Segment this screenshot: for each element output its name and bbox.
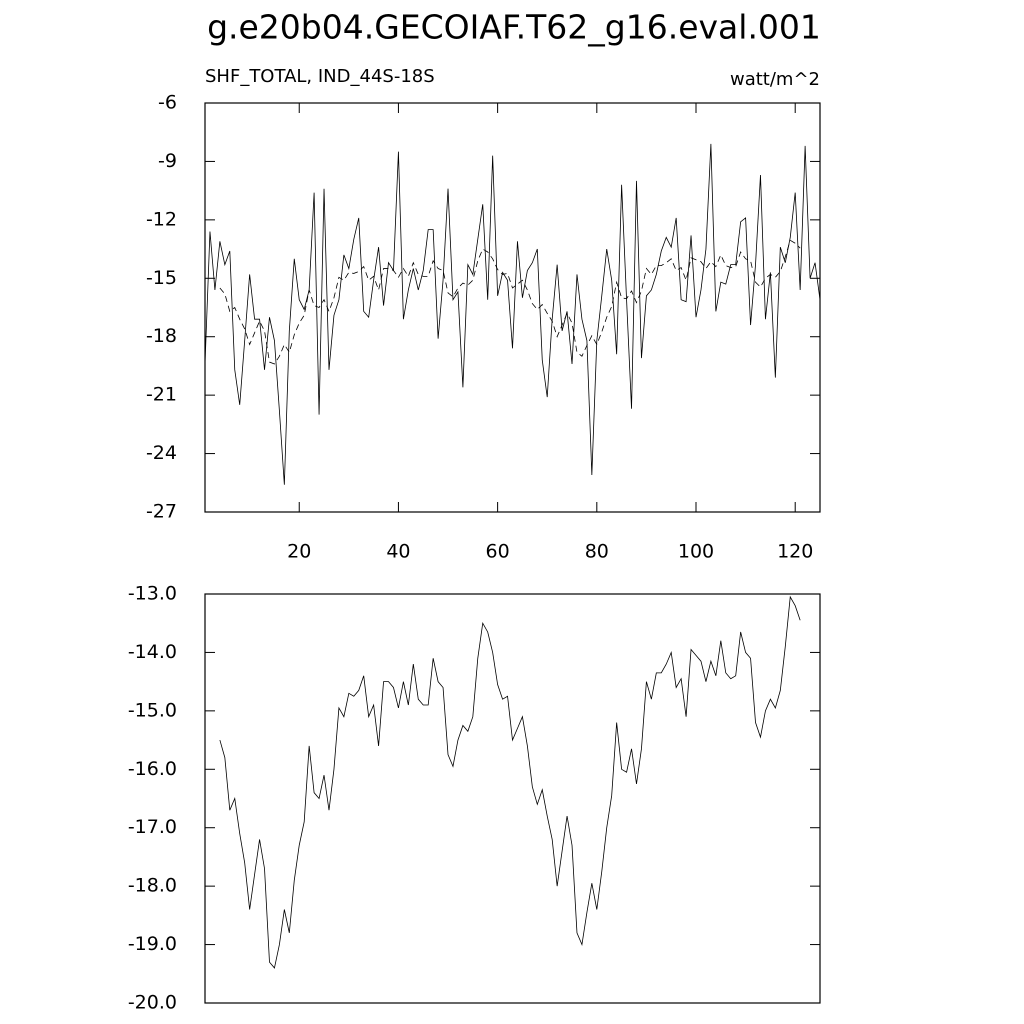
plot-frame	[204, 102, 821, 513]
x-tick-label: 100	[678, 541, 714, 563]
y-tick-label: -18	[146, 325, 177, 347]
y-tick-label: -17.0	[128, 816, 177, 838]
x-tick-label: 40	[386, 541, 410, 563]
y-tick-label: -20.0	[128, 992, 177, 1014]
x-tick-label: 20	[287, 541, 311, 563]
y-tick-label: -13.0	[128, 583, 177, 605]
y-tick-label: -21	[146, 384, 177, 406]
y-tick-label: -27	[146, 501, 177, 523]
y-tick-label: -19.0	[128, 933, 177, 955]
data-line	[204, 143, 821, 485]
units: watt/m^2	[730, 69, 820, 90]
x-tick-label: 60	[486, 541, 510, 563]
x-tick-label: 120	[777, 541, 813, 563]
y-tick-label: -15.0	[128, 699, 177, 721]
page-title: g.e20b04.GECOIAF.T62_g16.eval.001	[207, 8, 821, 47]
y-tick-label: -6	[158, 92, 177, 114]
y-tick-label: -24	[146, 442, 177, 464]
y-tick-label: -12	[146, 208, 177, 230]
y-tick-label: -18.0	[128, 875, 177, 897]
plot-frame	[204, 593, 821, 1004]
y-tick-label: -16.0	[128, 758, 177, 780]
y-tick-label: -15	[146, 267, 177, 289]
x-tick-label: 80	[585, 541, 609, 563]
subtitle: SHF_TOTAL, IND_44S-18S	[205, 66, 435, 87]
y-tick-label: -14.0	[128, 641, 177, 663]
y-tick-label: -9	[158, 150, 177, 172]
data-line	[219, 595, 801, 969]
smoothed-line	[219, 239, 801, 365]
